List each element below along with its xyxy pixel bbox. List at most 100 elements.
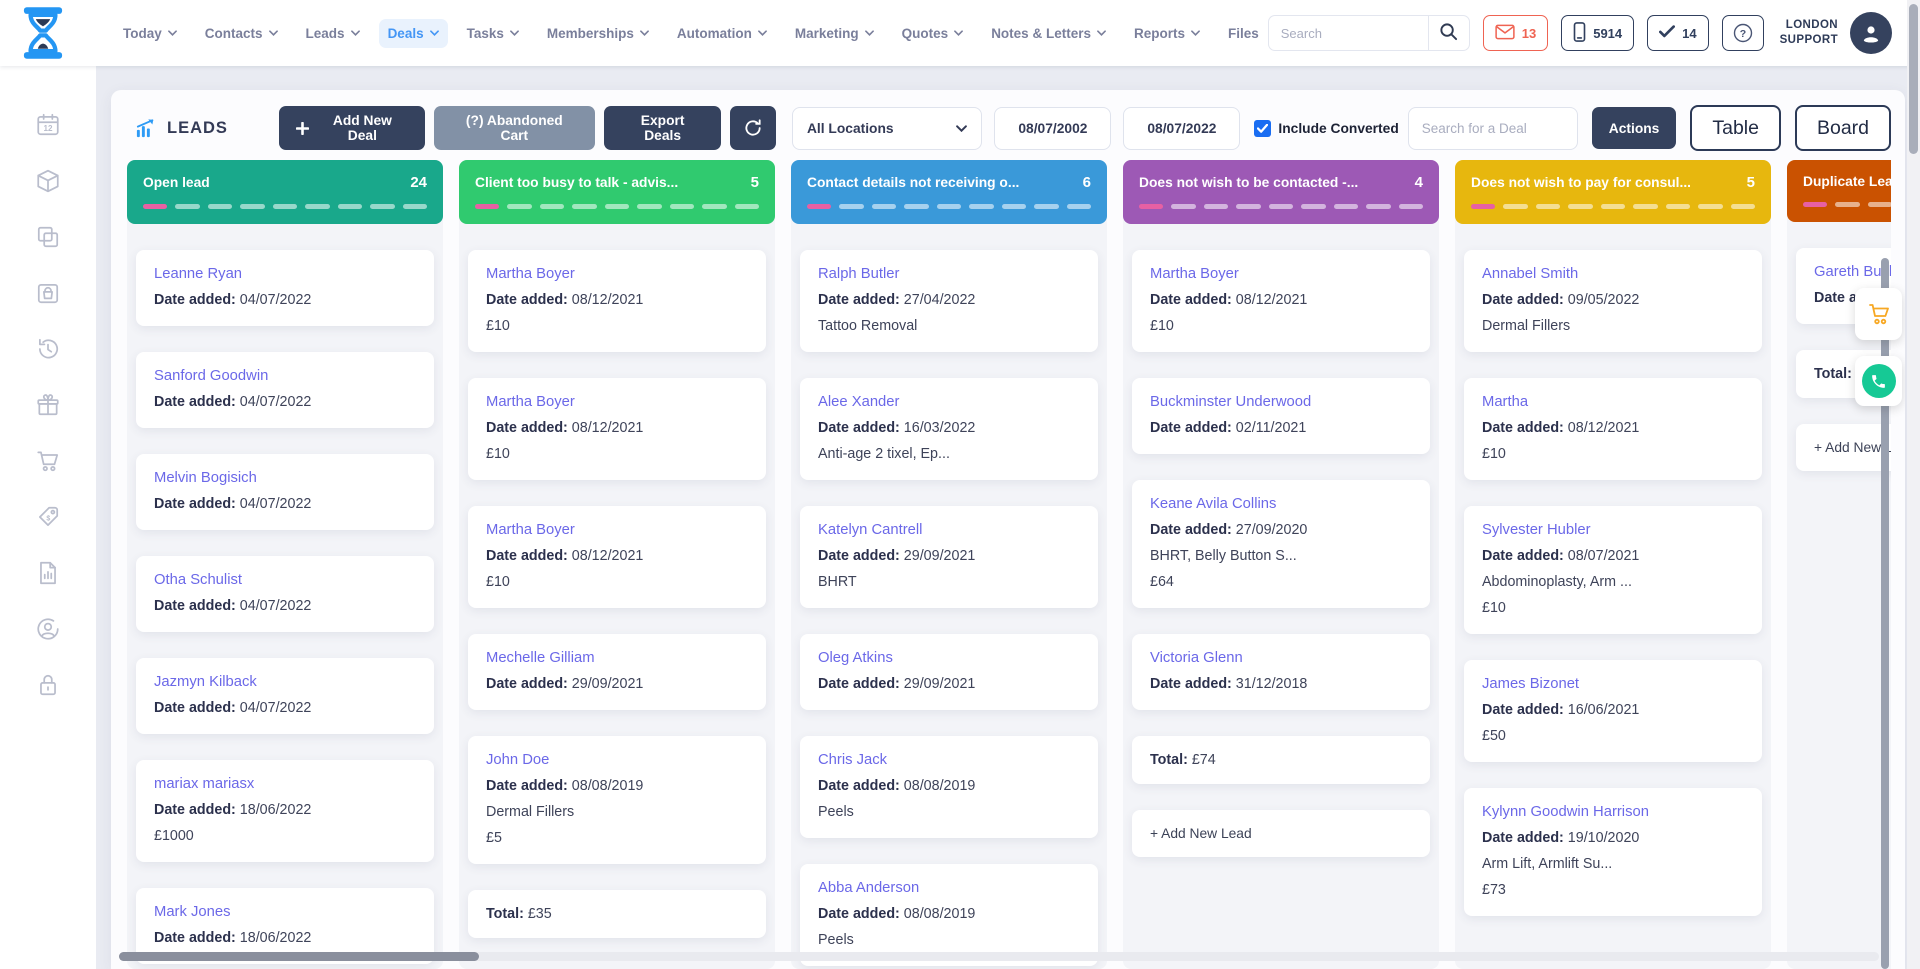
date-from-input[interactable] <box>994 106 1112 150</box>
deal-card[interactable]: Otha Schulist Date added: 04/07/2022 <box>136 556 434 632</box>
mail-notifications-button[interactable]: 13 <box>1482 15 1549 51</box>
deal-card[interactable]: Melvin Bogisich Date added: 04/07/2022 <box>136 454 434 530</box>
deal-card[interactable]: Katelyn Cantrell Date added: 29/09/2021 BH… <box>800 506 1098 608</box>
deal-name-link[interactable]: Katelyn Cantrell <box>818 522 923 538</box>
window-scrollbar-thumb[interactable] <box>1909 4 1918 154</box>
deal-card[interactable]: Keane Avila Collins Date added: 27/09/202… <box>1132 480 1430 608</box>
deal-name-link[interactable]: Mechelle Gilliam <box>486 650 595 666</box>
history-icon[interactable] <box>35 336 61 362</box>
deal-name-link[interactable]: Martha Boyer <box>486 266 575 282</box>
nav-item-today[interactable]: Today <box>114 19 186 48</box>
deal-name-link[interactable]: Chris Jack <box>818 752 888 768</box>
calendar-icon[interactable]: 12 <box>35 112 61 138</box>
deal-name-link[interactable]: Otha Schulist <box>154 572 243 588</box>
avatar[interactable] <box>1850 12 1893 54</box>
deal-name-link[interactable]: Martha Boyer <box>486 394 575 410</box>
nav-item-files[interactable]: Files <box>1219 19 1268 48</box>
global-search-input[interactable] <box>1267 15 1428 51</box>
deal-card[interactable]: Abba Anderson Date added: 08/08/2019 Peels <box>800 864 1098 966</box>
deal-name-link[interactable]: Sanford Goodwin <box>154 368 269 384</box>
date-to-input[interactable] <box>1123 106 1241 150</box>
deal-name-link[interactable]: mariax mariasx <box>154 776 255 792</box>
deal-name-link[interactable]: John Doe <box>486 752 550 768</box>
deal-card[interactable]: Mechelle Gilliam Date added: 29/09/2021 <box>468 634 766 710</box>
deal-card[interactable]: Sylvester Hubler Date added: 08/07/2021 Ab… <box>1464 506 1762 634</box>
deal-name-link[interactable]: Keane Avila Collins <box>1150 496 1277 512</box>
lock-icon[interactable] <box>35 672 61 698</box>
tasks-done-button[interactable]: 14 <box>1647 15 1709 51</box>
deal-card[interactable]: mariax mariasx Date added: 18/06/2022 £100… <box>136 760 434 862</box>
deal-name-link[interactable]: Melvin Bogisich <box>154 470 257 486</box>
deal-name-link[interactable]: Ralph Butler <box>818 266 900 282</box>
booking-bag-icon[interactable] <box>35 280 61 306</box>
nav-item-notes-letters[interactable]: Notes & Letters <box>982 19 1115 48</box>
deal-card[interactable]: Victoria Glenn Date added: 31/12/2018 <box>1132 634 1430 710</box>
add-new-deal-button[interactable]: Add New Deal <box>278 106 425 150</box>
price-tag-icon[interactable]: $ <box>35 504 61 530</box>
table-view-button[interactable]: Table <box>1690 105 1781 151</box>
deal-name-link[interactable]: Sylvester Hubler <box>1482 522 1591 538</box>
deal-name-link[interactable]: Martha Boyer <box>1150 266 1239 282</box>
deal-card[interactable]: Leanne Ryan Date added: 04/07/2022 <box>136 250 434 326</box>
deal-name-link[interactable]: Annabel Smith <box>1482 266 1579 282</box>
deal-card[interactable]: Martha Boyer Date added: 08/12/2021 £10 <box>468 506 766 608</box>
nav-item-marketing[interactable]: Marketing <box>786 19 883 48</box>
export-deals-button[interactable]: Export Deals <box>603 106 722 150</box>
deal-name-link[interactable]: Buckminster Underwood <box>1150 394 1312 410</box>
abandoned-cart-float-button[interactable] <box>1855 288 1902 340</box>
deal-card[interactable]: Mark Jones Date added: 18/06/2022 <box>136 888 434 964</box>
help-button[interactable]: ? <box>1721 15 1764 51</box>
deal-card[interactable]: Annabel Smith Date added: 09/05/2022 Derma… <box>1464 250 1762 352</box>
package-icon[interactable] <box>35 168 61 194</box>
deal-name-link[interactable]: Gareth Buck <box>1814 264 1891 280</box>
deal-card[interactable]: Kylynn Goodwin Harrison Date added: 19/10… <box>1464 788 1762 916</box>
deal-card[interactable]: Martha Boyer Date added: 08/12/2021 £10 <box>1132 250 1430 352</box>
deal-card[interactable]: Alee Xander Date added: 16/03/2022 Anti-ag… <box>800 378 1098 480</box>
deal-card[interactable]: Ralph Butler Date added: 27/04/2022 Tattoo… <box>800 250 1098 352</box>
deal-name-link[interactable]: Victoria Glenn <box>1150 650 1243 666</box>
deal-name-link[interactable]: Alee Xander <box>818 394 900 410</box>
search-button[interactable] <box>1427 15 1470 51</box>
nav-item-automation[interactable]: Automation <box>668 19 776 48</box>
add-new-lead-card[interactable]: + Add New Lead <box>1132 810 1430 857</box>
deal-name-link[interactable]: James Bizonet <box>1482 676 1580 692</box>
app-logo-hourglass-icon[interactable] <box>22 7 64 59</box>
deal-card[interactable]: Oleg Atkins Date added: 29/09/2021 <box>800 634 1098 710</box>
deal-name-link[interactable]: Kylynn Goodwin Harrison <box>1482 804 1649 820</box>
refresh-button[interactable] <box>730 106 776 150</box>
nav-item-quotes[interactable]: Quotes <box>893 19 973 48</box>
board-vertical-scrollbar[interactable] <box>1881 258 1889 969</box>
board-view-button[interactable]: Board <box>1794 105 1892 151</box>
deal-search-input[interactable] <box>1407 106 1578 150</box>
deal-name-link[interactable]: Mark Jones <box>154 904 231 920</box>
gift-icon[interactable] <box>35 392 61 418</box>
deal-card[interactable]: Martha Date added: 08/12/2021 £10 <box>1464 378 1762 480</box>
deal-card[interactable]: James Bizonet Date added: 16/06/2021 £50 <box>1464 660 1762 762</box>
include-converted-checkbox[interactable]: Include Converted <box>1254 119 1399 137</box>
abandoned-cart-button[interactable]: (?) Abandoned Cart <box>433 106 595 150</box>
account-icon[interactable] <box>35 616 61 642</box>
deal-card[interactable]: Sanford Goodwin Date added: 04/07/2022 <box>136 352 434 428</box>
deal-card[interactable]: Jazmyn Kilback Date added: 04/07/2022 <box>136 658 434 734</box>
deal-name-link[interactable]: Martha Boyer <box>486 522 575 538</box>
deal-card[interactable]: Buckminster Underwood Date added: 02/11/2… <box>1132 378 1430 454</box>
copy-icon[interactable] <box>35 224 61 250</box>
nav-item-contacts[interactable]: Contacts <box>196 19 287 48</box>
call-float-button[interactable] <box>1855 356 1902 406</box>
board-horizontal-scrollbar-thumb[interactable] <box>119 952 479 961</box>
nav-item-leads[interactable]: Leads <box>297 19 369 48</box>
deal-card[interactable]: Martha Boyer Date added: 08/12/2021 £10 <box>468 378 766 480</box>
report-icon[interactable] <box>35 560 61 586</box>
actions-button[interactable]: Actions <box>1591 107 1677 149</box>
nav-item-reports[interactable]: Reports <box>1125 19 1209 48</box>
nav-item-memberships[interactable]: Memberships <box>538 19 658 48</box>
add-new-lead-card[interactable]: + Add New L <box>1796 424 1891 471</box>
location-filter-select[interactable]: All Locations <box>791 106 983 150</box>
nav-item-deals[interactable]: Deals <box>378 18 448 48</box>
deal-name-link[interactable]: Martha <box>1482 394 1529 410</box>
nav-item-tasks[interactable]: Tasks <box>458 19 528 48</box>
cart-icon[interactable] <box>35 448 61 474</box>
deal-card[interactable]: Chris Jack Date added: 08/08/2019 Peels <box>800 736 1098 838</box>
deal-name-link[interactable]: Jazmyn Kilback <box>154 674 257 690</box>
deal-name-link[interactable]: Leanne Ryan <box>154 266 243 282</box>
